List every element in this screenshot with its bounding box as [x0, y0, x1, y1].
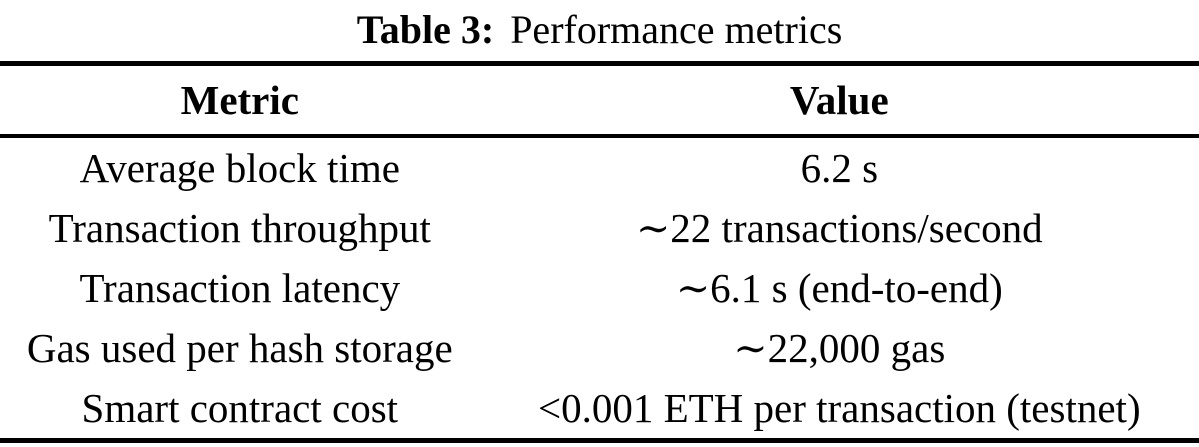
metric-cell: Gas used per hash storage: [26, 325, 453, 371]
performance-metrics-table: Metric Value Average block time 6.2 s Tr…: [0, 61, 1199, 443]
metric-cell: Smart contract cost: [81, 385, 399, 431]
metric-cell: Transaction throughput: [48, 205, 431, 251]
value-cell: 6.2 s: [800, 145, 879, 191]
header-row: Metric Value: [0, 63, 1199, 138]
value-cell: ∼22 transactions/second: [635, 205, 1043, 251]
metric-cell: Average block time: [79, 145, 400, 191]
table-caption: Table 3: Performance metrics: [0, 0, 1199, 61]
table-row: Smart contract cost <0.001 ETH per trans…: [0, 378, 1199, 441]
value-cell: ∼22,000 gas: [733, 325, 946, 371]
metric-column-header: Metric: [0, 63, 480, 138]
value-column-header: Value: [479, 63, 1199, 138]
value-cell: <0.001 ETH per transaction (testnet): [537, 385, 1141, 431]
caption-title: Performance metrics: [510, 7, 843, 52]
caption-label: Table 3:: [356, 7, 495, 52]
table-row: Transaction throughput ∼22 transactions/…: [0, 198, 1199, 258]
table-row: Transaction latency ∼6.1 s (end-to-end): [0, 258, 1199, 318]
table-row: Average block time 6.2 s: [0, 136, 1199, 198]
value-cell: ∼6.1 s (end-to-end): [675, 265, 1003, 311]
metric-cell: Transaction latency: [79, 265, 401, 311]
table-row: Gas used per hash storage ∼22,000 gas: [0, 318, 1199, 378]
